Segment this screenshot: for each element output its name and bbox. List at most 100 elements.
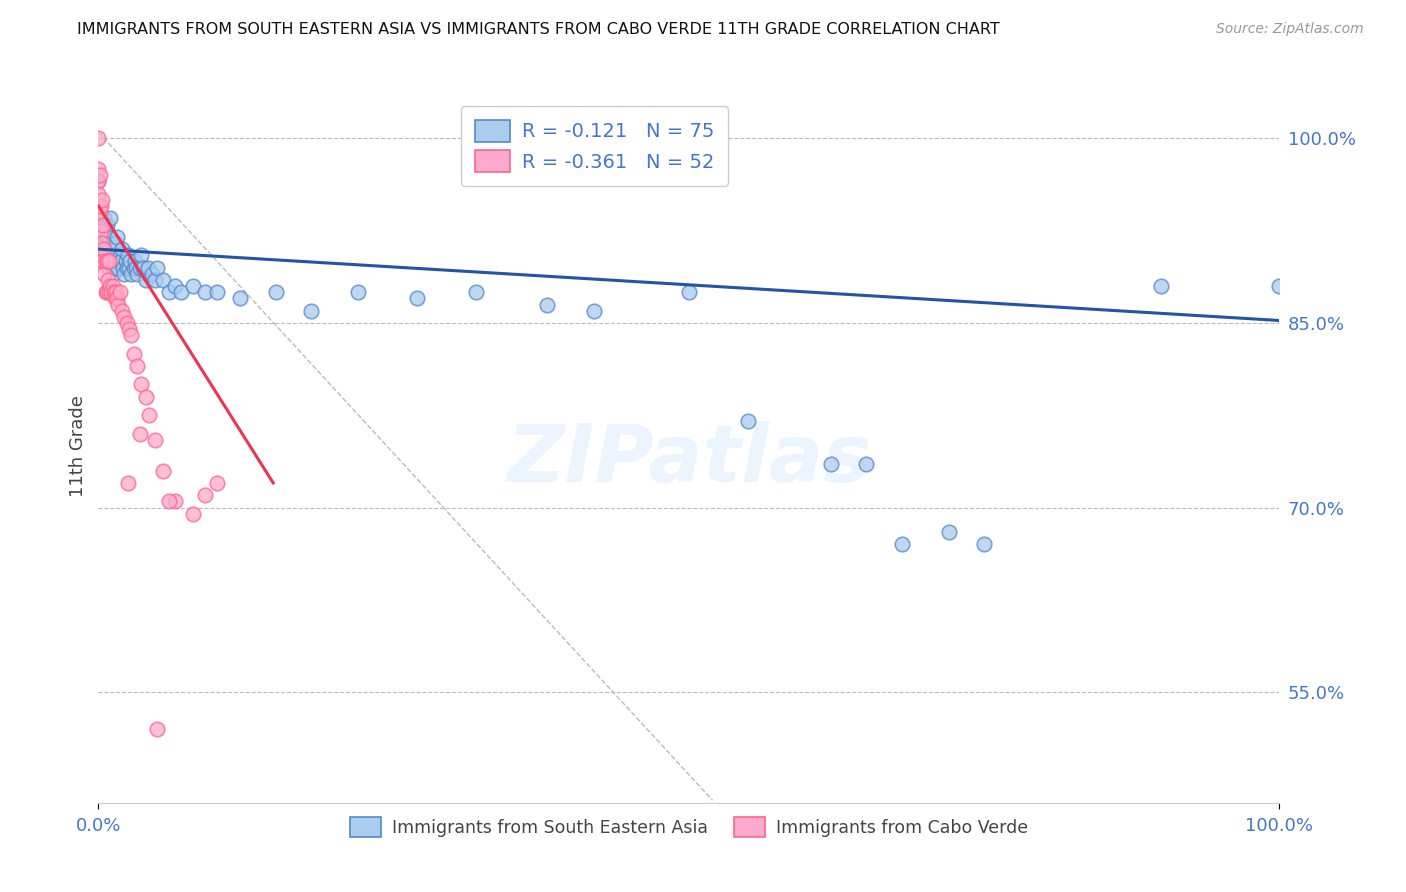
Point xyxy=(98,254,121,268)
Point xyxy=(165,494,187,508)
Point xyxy=(122,260,145,275)
Point xyxy=(136,260,159,275)
Point xyxy=(87,174,110,188)
Point xyxy=(122,347,145,361)
Point xyxy=(127,359,149,373)
Point xyxy=(264,285,287,300)
Point xyxy=(87,174,110,188)
Point xyxy=(138,409,160,423)
Point xyxy=(94,254,117,268)
Point xyxy=(96,285,118,300)
Point xyxy=(117,248,139,262)
Point xyxy=(143,433,166,447)
Point xyxy=(90,199,112,213)
Point xyxy=(96,242,118,256)
Point xyxy=(181,279,204,293)
Y-axis label: 11th Grade: 11th Grade xyxy=(69,395,87,497)
Point xyxy=(129,377,152,392)
Point xyxy=(87,186,110,201)
Point xyxy=(128,426,150,441)
Point xyxy=(112,267,135,281)
Point xyxy=(1268,279,1291,293)
Point xyxy=(194,285,217,300)
Point xyxy=(91,193,114,207)
Point xyxy=(101,279,124,293)
Point xyxy=(96,218,118,232)
Point xyxy=(101,267,124,281)
Point xyxy=(105,291,128,305)
Point xyxy=(94,248,117,262)
Point xyxy=(97,254,120,268)
Point xyxy=(90,211,112,226)
Point xyxy=(146,260,169,275)
Point xyxy=(105,254,128,268)
Point xyxy=(125,260,148,275)
Point xyxy=(1150,279,1173,293)
Point xyxy=(98,285,121,300)
Point xyxy=(105,230,128,244)
Point xyxy=(93,235,115,250)
Point xyxy=(93,242,115,256)
Point xyxy=(165,279,187,293)
Point xyxy=(94,285,117,300)
Point xyxy=(87,131,110,145)
Point xyxy=(90,224,112,238)
Point xyxy=(973,537,995,551)
Point xyxy=(91,235,114,250)
Point xyxy=(121,328,143,343)
Point xyxy=(105,254,128,268)
Point xyxy=(299,303,322,318)
Point xyxy=(678,285,700,300)
Point xyxy=(205,285,228,300)
Point xyxy=(98,279,121,293)
Point xyxy=(152,464,174,478)
Point xyxy=(347,285,370,300)
Point xyxy=(135,390,157,404)
Point xyxy=(938,525,960,540)
Point xyxy=(157,494,180,508)
Point xyxy=(90,224,112,238)
Text: IMMIGRANTS FROM SOUTH EASTERN ASIA VS IMMIGRANTS FROM CABO VERDE 11TH GRADE CORR: IMMIGRANTS FROM SOUTH EASTERN ASIA VS IM… xyxy=(77,22,1000,37)
Point xyxy=(737,414,759,428)
Point xyxy=(98,242,121,256)
Point xyxy=(97,230,120,244)
Point xyxy=(89,199,111,213)
Point xyxy=(118,322,141,336)
Point xyxy=(91,218,114,232)
Point xyxy=(111,242,134,256)
Point xyxy=(91,235,114,250)
Point xyxy=(90,254,112,268)
Point xyxy=(115,260,138,275)
Point xyxy=(132,260,155,275)
Point xyxy=(100,254,122,268)
Point xyxy=(820,458,842,472)
Point xyxy=(112,260,135,275)
Point xyxy=(118,260,141,275)
Point xyxy=(129,248,152,262)
Point xyxy=(89,242,111,256)
Point xyxy=(89,169,111,183)
Point xyxy=(117,475,139,490)
Legend: Immigrants from South Eastern Asia, Immigrants from Cabo Verde: Immigrants from South Eastern Asia, Immi… xyxy=(343,810,1035,844)
Point xyxy=(583,303,606,318)
Point xyxy=(135,273,157,287)
Point xyxy=(104,291,127,305)
Point xyxy=(536,297,558,311)
Point xyxy=(157,285,180,300)
Point xyxy=(114,254,136,268)
Point xyxy=(105,235,128,250)
Point xyxy=(103,242,125,256)
Point xyxy=(121,267,143,281)
Point xyxy=(152,273,174,287)
Point xyxy=(94,230,117,244)
Text: ZIPatlas: ZIPatlas xyxy=(506,421,872,500)
Point xyxy=(89,205,111,219)
Point xyxy=(465,285,488,300)
Point xyxy=(93,267,115,281)
Point xyxy=(170,285,193,300)
Point xyxy=(229,291,252,305)
Point xyxy=(97,273,120,287)
Point xyxy=(120,254,142,268)
Point xyxy=(124,254,146,268)
Point xyxy=(104,260,127,275)
